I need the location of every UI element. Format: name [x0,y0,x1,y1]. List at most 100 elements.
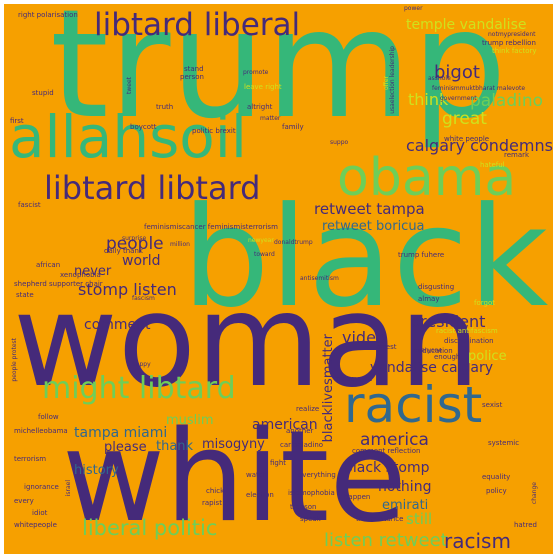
cloud-word: islamophobia [288,489,335,497]
cloud-word: muslim [166,413,214,428]
cloud-word: carlpaladino [280,441,324,449]
cloud-word: newyear [248,237,274,244]
cloud-word: stupid [32,89,54,97]
word-cloud: trump black woman white allahsoil obama … [4,4,553,554]
cloud-word: everyone [414,347,443,354]
cloud-word: misogynist [334,375,373,383]
cloud-word: family [282,123,304,131]
cloud-word: might libtard [42,371,236,406]
cloud-word: hatred [514,521,537,529]
cloud-word: ignorance [24,483,59,491]
cloud-word: trump [50,4,507,152]
cloud-word: shepherd supporter chair [14,280,103,288]
cloud-word: allahsoil [9,103,248,171]
cloud-word: black stomp [344,460,430,476]
cloud-word: comment reflection [352,447,421,455]
cloud-word: people [106,234,164,254]
cloud-word: never [74,264,112,279]
cloud-word: rapist [202,499,222,507]
cloud-word: discrimination [444,337,494,345]
cloud-word: people protest [11,338,18,382]
cloud-word: israel [65,480,72,497]
cloud-word: offer [383,76,390,90]
cloud-word: every [14,497,34,505]
cloud-word: truth [156,103,174,111]
cloud-word: usaelection leadership [389,46,396,114]
cloud-word: blacklivesmatter [321,334,336,443]
cloud-word: surprise [122,235,147,242]
cloud-word: politic brexit [192,127,236,135]
cloud-word: feminismiscancer feminismisterrorism [144,223,278,231]
cloud-word: stomp listen [78,280,177,299]
cloud-word: idiot [32,509,48,517]
cloud-word: matter [260,115,281,122]
cloud-word: treason [290,503,317,511]
cloud-word: state [16,291,34,299]
cloud-word: retweet boricua [322,219,425,234]
cloud-word: power [404,5,423,12]
cloud-word: follow [38,413,59,421]
cloud-word: whitepeople [14,521,57,529]
cloud-word: think factory [492,47,537,55]
cloud-word: trump fuhere [398,251,445,259]
cloud-word: asshole [428,75,451,82]
cloud-word: donaldtrump [274,239,313,246]
cloud-word: theresistance [356,515,404,523]
cloud-word: hateful [480,161,505,169]
cloud-word: change [531,482,538,505]
cloud-word: election [246,491,274,499]
cloud-word: right polarisation [18,11,78,19]
cloud-word: promote [243,69,269,76]
cloud-word: leave right [244,83,282,91]
cloud-word: great [442,109,487,129]
cloud-word: temple vandalise [406,17,527,33]
cloud-word: think [408,90,449,109]
cloud-word: tampa miami [74,425,168,441]
cloud-word: paladino [470,91,544,111]
cloud-word: million [170,241,190,248]
cloud-word: libtard libtard [44,169,261,207]
cloud-word: racist antifascism [436,327,498,335]
cloud-word: policy [486,487,507,495]
cloud-word: feminismmuktbharat malevote [432,85,526,92]
cloud-word: almay [418,295,440,303]
cloud-word: notmypresident [488,31,536,38]
cloud-word: michelleobama [14,427,68,435]
cloud-word: toward [254,251,275,258]
cloud-word: black [182,177,549,338]
cloud-word: racism [444,529,511,553]
cloud-word: sexist [482,401,503,409]
cloud-word: bigot [434,62,480,83]
cloud-word: speak [300,515,321,523]
cloud-word: white [62,403,407,550]
cloud-word: america [360,430,429,450]
cloud-word: antisemitism [300,275,339,282]
cloud-word: police [468,349,507,364]
cloud-word: listen retweet [324,530,448,551]
cloud-word: tweet [126,77,133,94]
cloud-word: realize [296,405,320,413]
cloud-word: everything [298,471,336,479]
cloud-word: obama [337,148,517,208]
cloud-word: remark [504,151,530,159]
cloud-word: happy [132,361,151,368]
cloud-word: happen [344,493,371,501]
cloud-word: calgary condemns [406,136,553,155]
cloud-word: xenophobia [60,271,101,279]
cloud-word: trump rebellion [482,39,536,47]
cloud-word: suppo [330,139,349,146]
cloud-word: woman [13,267,481,416]
cloud-word: history [74,463,119,478]
cloud-word: enough [434,353,461,361]
cloud-word: video [342,328,386,347]
cloud-word: boycott [130,123,157,131]
cloud-word: first [10,117,24,125]
cloud-word: person [180,73,204,81]
cloud-word: liberal politic [82,516,218,540]
cloud-word: arrest [376,343,397,351]
cloud-word: retweet tampa [314,200,425,218]
cloud-word: thank [156,439,194,454]
cloud-word: emirati [382,498,429,513]
cloud-word: daily thank [104,247,143,255]
cloud-word: vandalise calgary [370,360,494,376]
